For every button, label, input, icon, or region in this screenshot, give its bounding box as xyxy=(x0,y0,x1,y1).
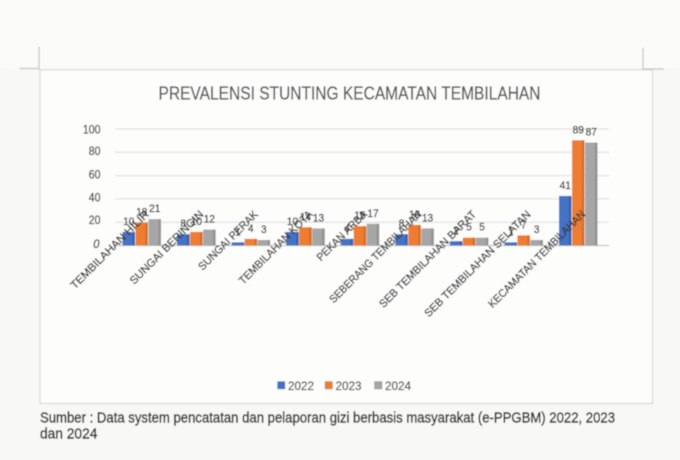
svg-text:7: 7 xyxy=(521,219,527,231)
svg-text:2: 2 xyxy=(453,225,459,237)
svg-text:10: 10 xyxy=(287,216,298,228)
svg-text:80: 80 xyxy=(89,145,101,158)
svg-text:40: 40 xyxy=(89,192,101,205)
svg-text:1: 1 xyxy=(508,226,514,238)
svg-text:87: 87 xyxy=(586,127,597,139)
svg-text:12: 12 xyxy=(204,214,215,226)
svg-text:5: 5 xyxy=(479,222,485,234)
svg-text:2024: 2024 xyxy=(385,379,411,393)
svg-text:13: 13 xyxy=(422,212,433,224)
svg-text:100: 100 xyxy=(83,124,101,137)
svg-text:4: 4 xyxy=(344,223,350,235)
svg-text:PREVALENSI STUNTING KECAMATAN: PREVALENSI STUNTING KECAMATAN TEMBILAHAN xyxy=(159,83,541,104)
svg-text:4: 4 xyxy=(248,223,254,235)
svg-text:10: 10 xyxy=(191,216,202,228)
svg-text:3: 3 xyxy=(534,224,540,236)
svg-text:2023: 2023 xyxy=(336,379,362,393)
svg-text:1: 1 xyxy=(235,226,241,238)
svg-text:16: 16 xyxy=(409,209,420,221)
svg-text:dan 2024: dan 2024 xyxy=(40,425,97,442)
svg-text:60: 60 xyxy=(89,168,101,181)
svg-text:5: 5 xyxy=(466,222,472,234)
svg-text:0: 0 xyxy=(93,238,100,251)
svg-text:15: 15 xyxy=(354,210,365,222)
svg-text:14: 14 xyxy=(300,211,311,223)
svg-text:20: 20 xyxy=(89,214,101,227)
svg-text:Sumber : Data system pencatata: Sumber : Data system pencatatan dan pela… xyxy=(40,410,615,427)
svg-text:89: 89 xyxy=(573,124,584,136)
svg-text:13: 13 xyxy=(313,212,324,224)
svg-text:17: 17 xyxy=(367,208,378,220)
svg-text:21: 21 xyxy=(149,203,160,215)
svg-text:41: 41 xyxy=(560,180,571,192)
svg-text:8: 8 xyxy=(181,218,187,230)
svg-text:8: 8 xyxy=(399,218,405,230)
svg-text:18: 18 xyxy=(136,207,147,219)
svg-text:2022: 2022 xyxy=(288,379,314,393)
svg-text:3: 3 xyxy=(261,224,267,236)
svg-text:10: 10 xyxy=(123,216,134,228)
